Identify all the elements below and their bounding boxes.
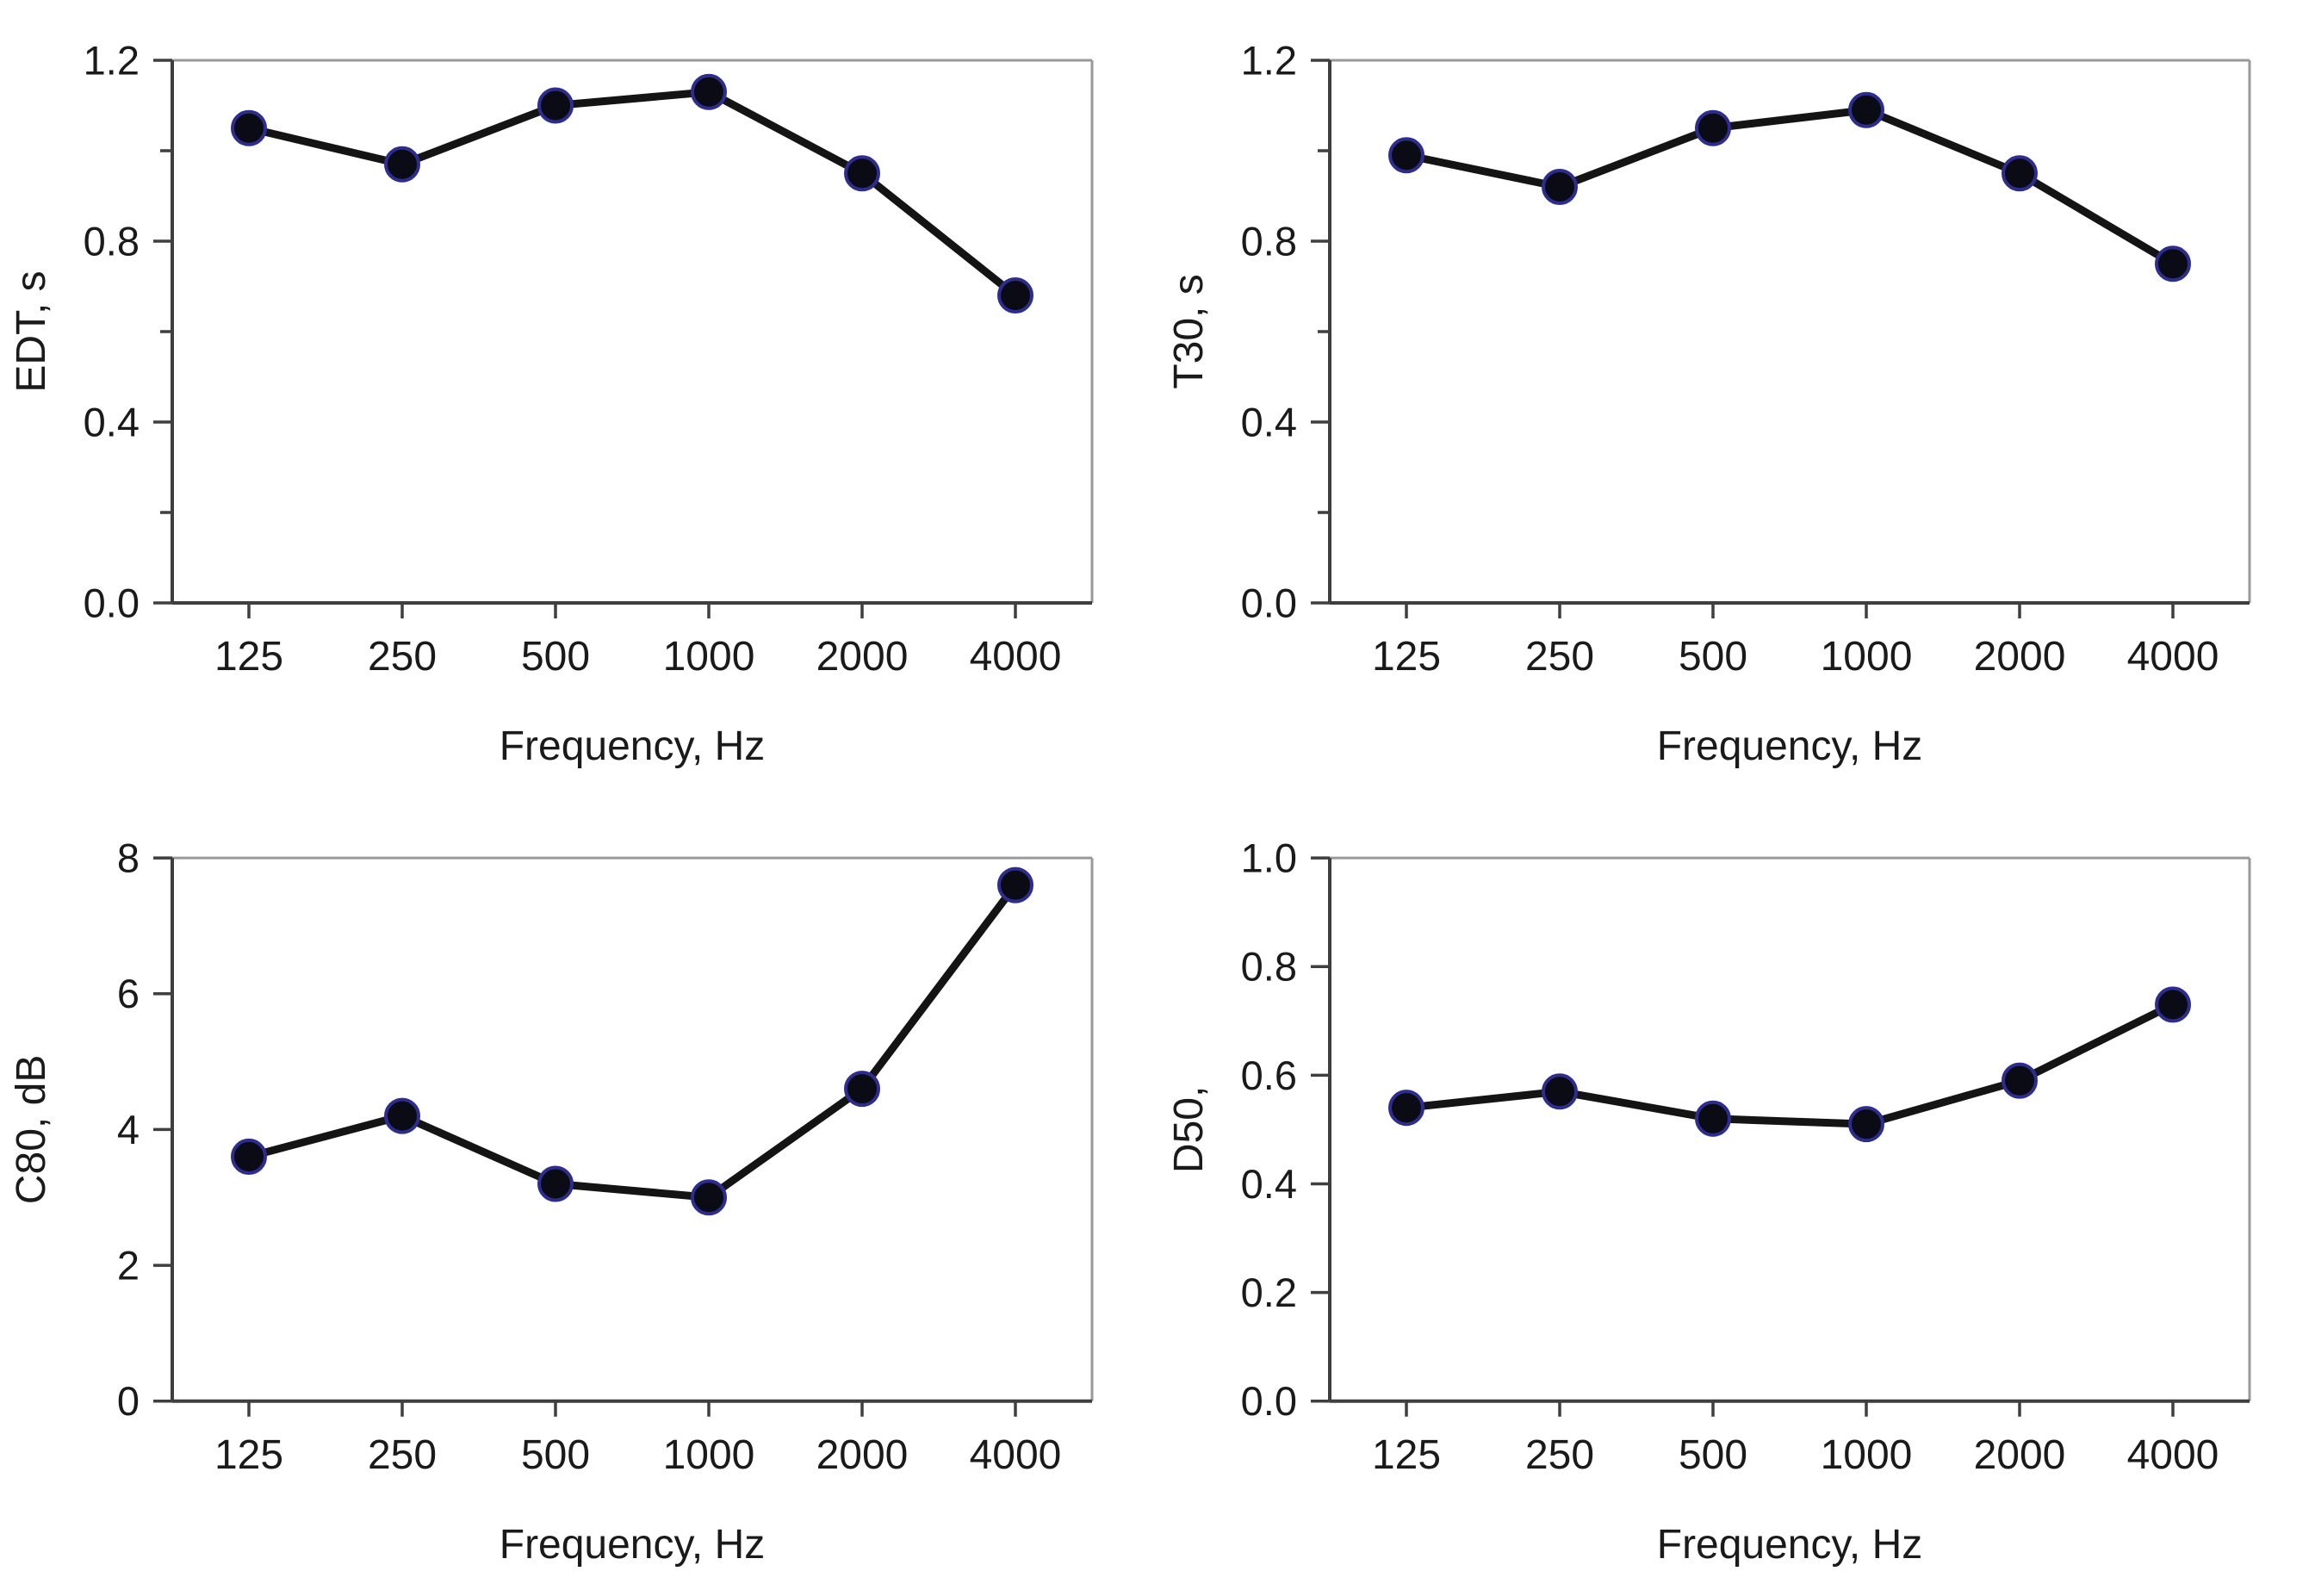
y-tick-label: 0.6 [1241,1053,1297,1098]
x-tick-label: 1000 [1821,634,1913,680]
y-tick-label: 8 [117,835,140,881]
data-point [691,73,727,110]
x-tick-label: 1000 [663,1432,755,1478]
x-tick-label: 250 [368,634,437,680]
edt-chart: 0.0 0.4 0.8 1.2 125 250 500 1000 2000 4000 Frequen… [9,37,1094,769]
data-point [2155,986,2191,1023]
data-point [2002,1062,2038,1099]
data-point [1542,1073,1578,1110]
x-tick-label: 125 [1372,1432,1441,1478]
data-point [997,866,1033,904]
y-tick-label: 1.2 [84,37,140,83]
x-tick-label: 2000 [816,634,909,680]
x-axis-label: Frequency, Hz [1657,1522,1922,1568]
data-point [844,155,880,192]
y-tick-label: 0.8 [1241,944,1297,990]
t30-chart-panel: 0.0 0.4 0.8 1.2 125 250 500 1000 2000 4000 Frequen… [1158,0,2315,798]
x-tick-label: 500 [1679,1432,1747,1478]
x-axis-label: Frequency, Hz [500,723,766,769]
y-axis-label: C80, dB [9,1055,54,1205]
x-axis-label: Frequency, Hz [500,1522,765,1568]
x-tick-label: 500 [521,1432,590,1478]
y-tick-label: 2 [117,1243,140,1289]
data-point [1848,91,1884,128]
y-tick-label: 0.4 [84,399,140,444]
x-tick-label: 250 [1525,1432,1594,1478]
t30-chart: 0.0 0.4 0.8 1.2 125 250 500 1000 2000 4000 Frequen… [1166,37,2251,769]
y-tick-label: 0.0 [1241,580,1297,625]
data-point [384,1097,420,1134]
x-tick-label: 1000 [663,634,755,680]
data-point [997,277,1033,314]
x-tick-label: 2000 [816,1432,909,1478]
data-point [231,109,267,146]
c80-chart-panel: 0 2 4 6 8 125 250 500 1000 2000 4000 Frequency, Hz C… [0,798,1158,1596]
y-tick-label: 0.4 [1241,1161,1297,1207]
y-tick-label: 0.0 [1241,1378,1297,1424]
y-tick-label: 6 [117,971,140,1016]
x-tick-label: 250 [1525,634,1594,680]
x-tick-label: 500 [521,634,590,680]
data-point [2002,155,2038,192]
data-point [691,1179,727,1216]
y-tick-label: 0.8 [84,218,140,264]
d50-chart-panel: 0.0 0.2 0.4 0.6 0.8 1.0 125 250 500 1000 2000 4000 F… [1158,798,2315,1596]
series-line [1402,106,2177,268]
data-point [1388,137,1424,174]
data-point [844,1071,880,1108]
x-tick-label: 125 [1372,634,1441,680]
x-tick-label: 1000 [1821,1432,1913,1478]
edt-chart-panel: 0.0 0.4 0.8 1.2 125 250 500 1000 2000 4000 Frequen… [0,0,1158,798]
data-point [1695,109,1731,146]
x-tick-label: 125 [214,634,283,680]
y-tick-label: 0.8 [1241,218,1297,264]
data-point [1848,1106,1884,1143]
y-tick-label: 1.0 [1241,835,1297,881]
x-tick-label: 4000 [970,1432,1062,1478]
data-point [1695,1100,1731,1137]
c80-chart: 0 2 4 6 8 125 250 500 1000 2000 4000 Frequency, Hz C… [9,835,1094,1568]
d50-chart: 0.0 0.2 0.4 0.6 0.8 1.0 125 250 500 1000 2000 4000 F… [1166,835,2251,1568]
y-tick-label: 0 [117,1378,140,1424]
data-point [537,87,574,124]
x-tick-label: 4000 [970,634,1062,680]
y-axis-label: T30, s [1166,274,1212,388]
x-tick-label: 125 [214,1432,283,1478]
y-tick-label: 0.4 [1241,399,1297,444]
data-point [1542,169,1578,205]
data-point [537,1165,574,1202]
series-line [1402,1000,2177,1128]
x-tick-label: 2000 [1974,634,2066,680]
data-point [1388,1090,1424,1127]
y-tick-label: 1.2 [1241,37,1297,83]
x-tick-label: 250 [368,1432,437,1478]
data-point [231,1138,267,1175]
y-tick-label: 4 [117,1107,140,1152]
x-tick-label: 4000 [2127,1432,2219,1478]
x-tick-label: 4000 [2127,634,2219,680]
series-line [245,88,1020,300]
x-tick-label: 2000 [1974,1432,2066,1478]
data-point [384,146,420,183]
y-tick-label: 0.2 [1241,1270,1297,1315]
x-tick-label: 500 [1679,634,1747,680]
series-line [245,881,1020,1202]
y-tick-label: 0.0 [84,580,140,625]
x-axis-label: Frequency, Hz [1657,723,1923,769]
y-axis-label: D50, [1166,1086,1212,1173]
y-axis-label: EDT, s [9,270,54,392]
data-point [2155,245,2191,283]
